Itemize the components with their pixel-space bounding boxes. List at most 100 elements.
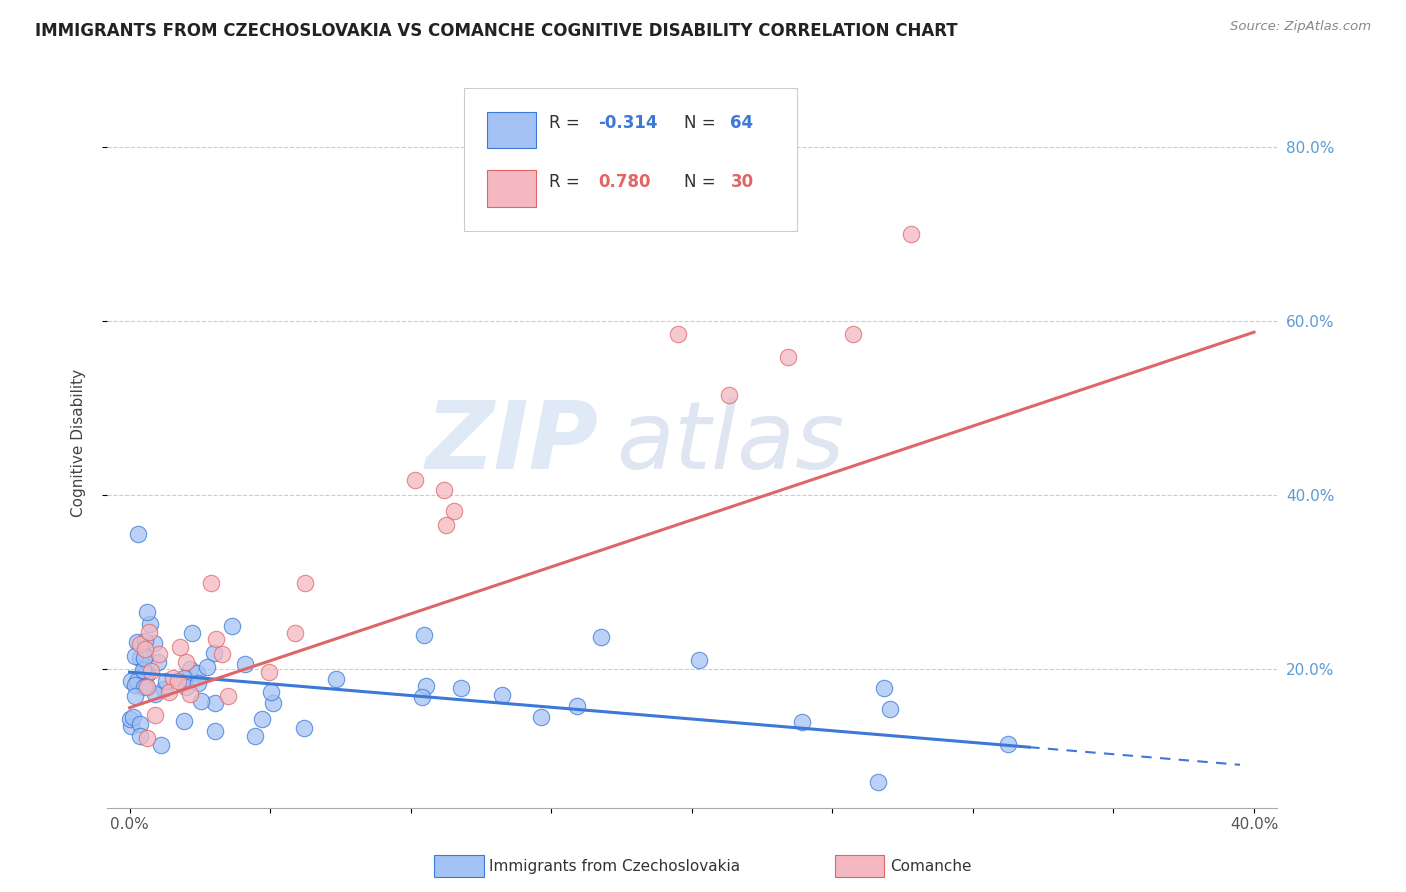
- Point: [217, 690, 239, 704]
- Point: [143, 687, 166, 701]
- Point: [233, 657, 256, 671]
- Point: [873, 681, 896, 695]
- Point: [129, 717, 152, 731]
- Point: [666, 326, 689, 341]
- Point: [139, 617, 162, 632]
- Point: [155, 673, 177, 688]
- Point: [131, 665, 153, 680]
- Point: [124, 649, 146, 664]
- Point: [148, 647, 170, 661]
- Point: [187, 676, 209, 690]
- Point: [173, 671, 195, 685]
- Point: [143, 708, 166, 723]
- Point: [124, 689, 146, 703]
- Text: ZIP: ZIP: [426, 397, 598, 489]
- FancyBboxPatch shape: [486, 170, 536, 207]
- Text: R =: R =: [550, 173, 585, 191]
- Point: [565, 699, 588, 714]
- Point: [411, 690, 433, 704]
- Point: [491, 688, 513, 702]
- Point: [179, 687, 201, 701]
- Point: [243, 729, 266, 743]
- Point: [127, 526, 149, 541]
- Text: 30: 30: [730, 173, 754, 191]
- Point: [176, 655, 198, 669]
- Point: [121, 710, 143, 724]
- Point: [136, 606, 159, 620]
- Point: [292, 722, 315, 736]
- Point: [284, 625, 307, 640]
- Text: Source: ZipAtlas.com: Source: ZipAtlas.com: [1230, 20, 1371, 33]
- Point: [173, 714, 195, 728]
- Point: [997, 737, 1019, 751]
- Y-axis label: Cognitive Disability: Cognitive Disability: [72, 368, 86, 516]
- Text: N =: N =: [683, 173, 720, 191]
- Text: Comanche: Comanche: [890, 859, 972, 873]
- Point: [135, 680, 157, 694]
- Point: [197, 659, 219, 673]
- Point: [141, 664, 163, 678]
- Point: [900, 227, 922, 241]
- Point: [718, 388, 741, 402]
- Point: [132, 663, 155, 677]
- Point: [294, 576, 316, 591]
- Point: [688, 653, 710, 667]
- Point: [262, 696, 284, 710]
- Point: [132, 680, 155, 694]
- Point: [136, 731, 159, 746]
- Point: [404, 473, 426, 487]
- Point: [190, 694, 212, 708]
- Point: [450, 681, 472, 695]
- Text: 0.780: 0.780: [598, 173, 651, 191]
- Point: [169, 640, 191, 655]
- Point: [127, 673, 149, 688]
- Point: [443, 504, 465, 518]
- Point: [134, 642, 156, 657]
- Point: [157, 685, 180, 699]
- Point: [134, 648, 156, 663]
- Point: [211, 647, 233, 661]
- Point: [120, 713, 142, 727]
- Point: [778, 350, 800, 364]
- Point: [433, 483, 456, 498]
- Point: [134, 650, 156, 665]
- Point: [149, 738, 172, 752]
- Point: [134, 667, 156, 681]
- Point: [166, 674, 188, 689]
- Point: [179, 662, 201, 676]
- FancyBboxPatch shape: [464, 88, 797, 231]
- Point: [136, 667, 159, 681]
- Point: [120, 719, 142, 733]
- Text: -0.314: -0.314: [598, 114, 658, 132]
- Point: [152, 682, 174, 697]
- Point: [413, 628, 436, 642]
- Text: atlas: atlas: [616, 397, 844, 488]
- Text: Immigrants from Czechoslovakia: Immigrants from Czechoslovakia: [489, 859, 741, 873]
- Point: [842, 327, 865, 342]
- Point: [143, 636, 166, 650]
- Point: [120, 673, 142, 688]
- Point: [162, 671, 184, 685]
- Point: [325, 672, 347, 686]
- Text: R =: R =: [550, 114, 585, 132]
- Point: [202, 646, 225, 660]
- Point: [186, 665, 208, 680]
- Point: [148, 656, 170, 670]
- Point: [530, 710, 553, 724]
- Point: [176, 680, 198, 694]
- Point: [204, 696, 226, 710]
- Point: [124, 678, 146, 692]
- Point: [434, 518, 457, 533]
- Point: [259, 685, 281, 699]
- Point: [257, 665, 280, 679]
- Point: [135, 680, 157, 694]
- Text: N =: N =: [683, 114, 720, 132]
- Point: [866, 774, 889, 789]
- Point: [128, 730, 150, 744]
- Text: IMMIGRANTS FROM CZECHOSLOVAKIA VS COMANCHE COGNITIVE DISABILITY CORRELATION CHAR: IMMIGRANTS FROM CZECHOSLOVAKIA VS COMANC…: [35, 22, 957, 40]
- Point: [200, 576, 222, 591]
- Point: [204, 723, 226, 738]
- FancyBboxPatch shape: [486, 112, 536, 148]
- Point: [415, 679, 437, 693]
- Point: [205, 632, 228, 646]
